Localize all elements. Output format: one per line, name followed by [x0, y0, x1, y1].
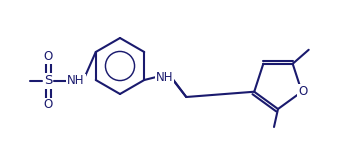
Text: O: O: [298, 85, 307, 98]
Text: S: S: [44, 75, 52, 88]
Text: O: O: [43, 98, 53, 112]
Text: NH: NH: [67, 75, 85, 88]
Text: NH: NH: [156, 71, 173, 83]
Text: O: O: [43, 51, 53, 63]
